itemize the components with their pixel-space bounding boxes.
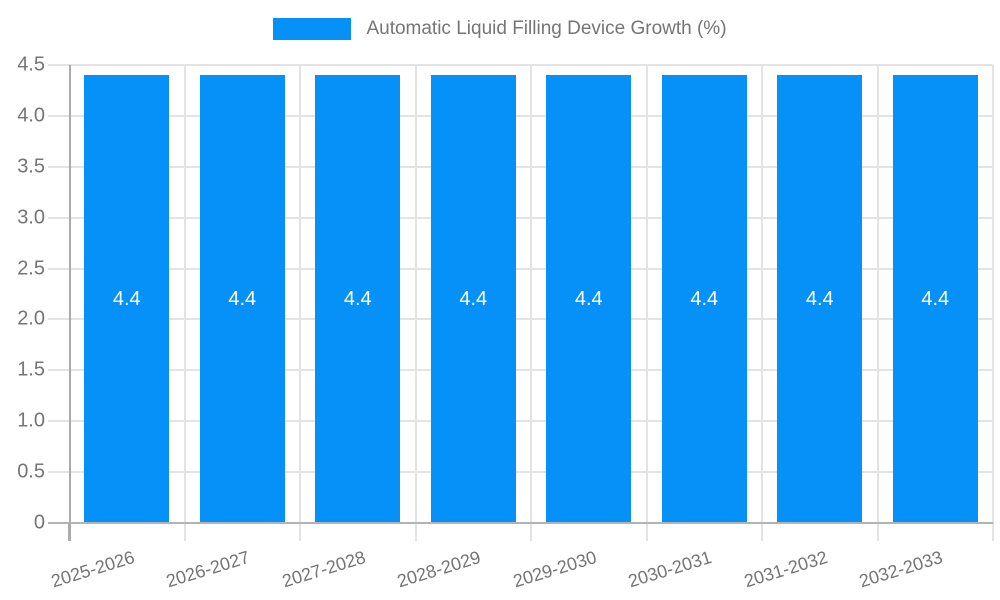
bar-value-label: 4.4 <box>690 287 719 310</box>
bar-value-label: 4.4 <box>921 287 950 310</box>
x-gridline <box>876 65 879 523</box>
y-axis-line <box>69 65 71 541</box>
y-axis-labels: 0 0.5 1.0 1.5 2.0 2.5 3.0 3.5 4.0 4.5 <box>0 54 48 534</box>
bar: 4.4 <box>661 75 747 523</box>
y-tick-label: 3.5 <box>17 155 45 178</box>
y-tick-label: 4.0 <box>17 104 45 127</box>
bar: 4.4 <box>777 75 863 523</box>
x-tick-label: 2026-2027 <box>163 547 253 592</box>
y-tick-mark <box>48 267 69 270</box>
bar: 4.4 <box>892 75 978 523</box>
plot-area: 4.4 4.4 4.4 4.4 4.4 4.4 4.4 4.4 <box>48 64 994 541</box>
x-tick-label: 2032-2033 <box>856 547 946 592</box>
bar: 4.4 <box>546 75 632 523</box>
x-tick-mark <box>992 523 994 541</box>
x-gridline <box>414 65 417 523</box>
y-tick-label: 1.0 <box>17 409 45 432</box>
bar-value-label: 4.4 <box>805 287 834 310</box>
x-tick-mark <box>299 523 301 541</box>
y-tick-label: 3.0 <box>17 206 45 229</box>
y-tick-mark <box>48 420 69 423</box>
x-tick-label: 2028-2029 <box>394 547 484 592</box>
bar-value-label: 4.4 <box>228 287 257 310</box>
x-tick-label: 2031-2032 <box>741 547 830 592</box>
bar-value-label: 4.4 <box>574 287 603 310</box>
bar: 4.4 <box>199 75 285 523</box>
bar: 4.4 <box>430 75 516 523</box>
bar-value-label: 4.4 <box>459 287 488 310</box>
legend: Automatic Liquid Filling Device Growth (… <box>0 18 1000 40</box>
bar: 4.4 <box>84 75 170 523</box>
x-tick-mark <box>530 523 532 541</box>
x-tick-label: 2027-2028 <box>279 547 368 592</box>
y-tick-mark <box>48 369 69 372</box>
x-tick-label: 2030-2031 <box>625 547 715 592</box>
y-tick-mark <box>48 114 69 117</box>
x-gridline <box>761 65 763 523</box>
y-tick-mark <box>48 522 69 524</box>
x-tick-mark <box>414 523 417 541</box>
y-tick-mark <box>48 216 69 219</box>
x-axis-labels: 2025-2026 2026-2027 2027-2028 2028-2029 2029… <box>48 523 993 600</box>
y-tick-label: 0 <box>33 511 45 534</box>
x-axis-baseline <box>69 522 993 524</box>
x-tick-label: 2025-2026 <box>48 547 137 592</box>
x-tick-mark <box>183 523 186 541</box>
x-gridline <box>183 65 186 523</box>
y-tick-label: 2.5 <box>17 257 45 280</box>
x-gridline <box>992 65 994 523</box>
y-tick-mark <box>48 165 69 168</box>
y-tick-label: 2.0 <box>17 307 45 330</box>
bar-value-label: 4.4 <box>343 287 372 310</box>
x-gridline <box>299 65 301 523</box>
y-tick-label: 1.5 <box>17 358 45 381</box>
x-tick-mark <box>645 523 648 541</box>
y-tick-label: 0.5 <box>17 460 45 483</box>
legend-swatch <box>273 18 352 40</box>
x-gridline <box>645 65 648 523</box>
bar-value-label: 4.4 <box>112 287 141 310</box>
x-gridline <box>530 65 532 523</box>
y-tick-mark <box>48 64 69 66</box>
bar: 4.4 <box>315 75 401 523</box>
y-tick-label: 4.5 <box>17 53 45 76</box>
x-tick-mark <box>876 523 879 541</box>
x-tick-mark <box>761 523 763 541</box>
y-tick-mark <box>48 318 69 321</box>
legend-label: Automatic Liquid Filling Device Growth (… <box>366 18 727 39</box>
x-tick-label: 2029-2030 <box>510 547 599 592</box>
y-tick-mark <box>48 471 69 474</box>
